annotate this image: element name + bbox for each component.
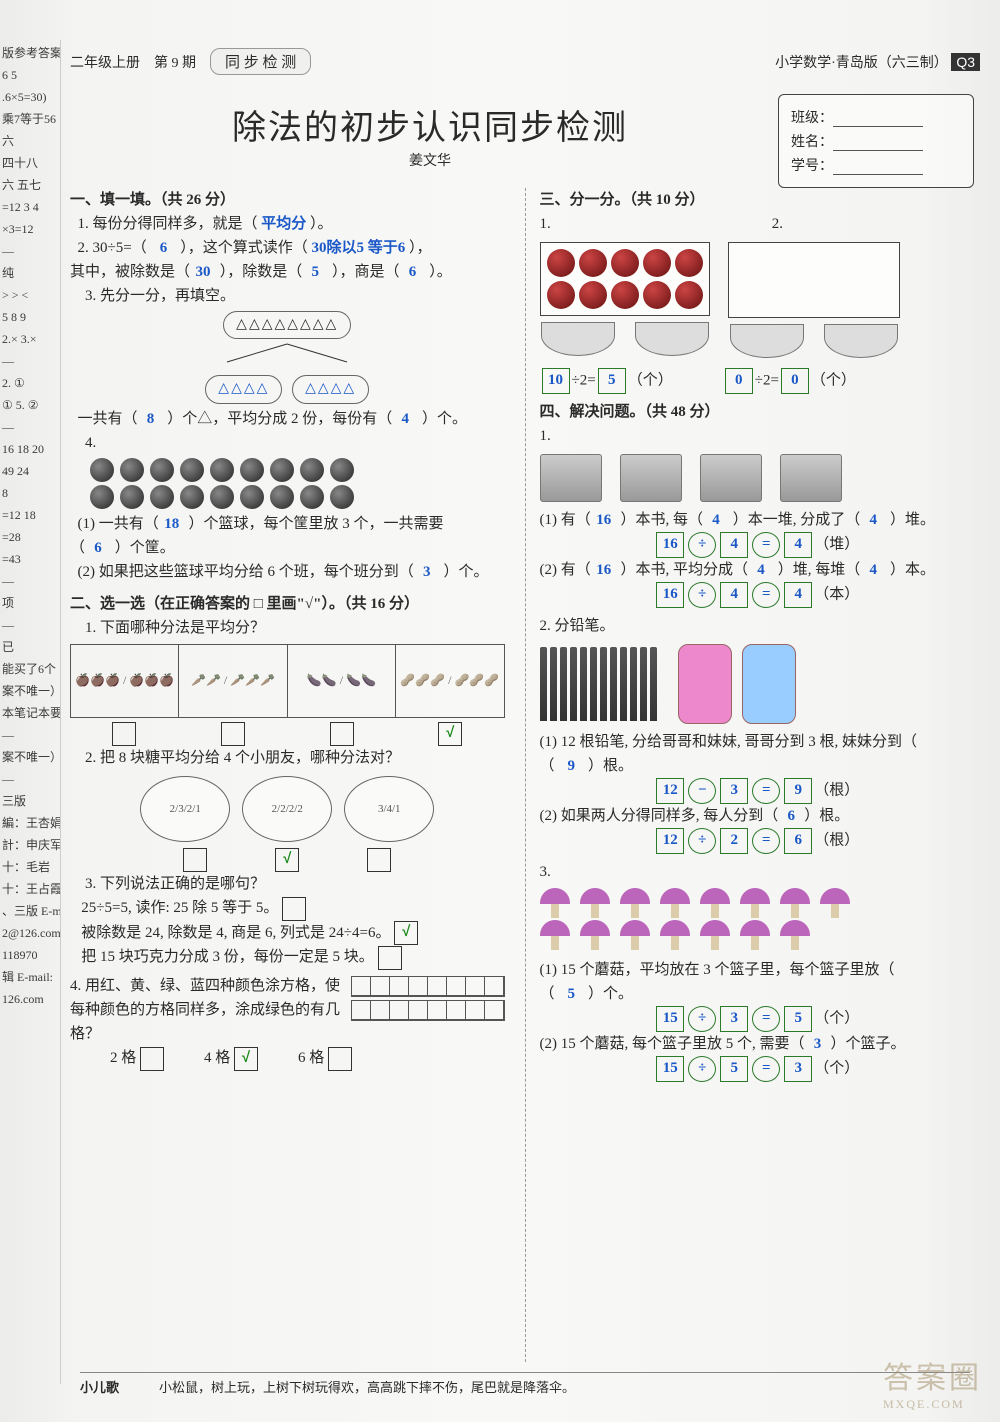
name-field: 姓名：	[791, 131, 961, 151]
q1-2-line2: 其中，被除数是（30 ），除数是（5 ），商是（6 ）。	[70, 260, 505, 284]
q2-4: 4. 用红、黄、绿、蓝四种颜色涂方格，使每种颜色的方格同样多，涂成绿色的有几格？	[70, 974, 505, 1046]
q1-3-fill: 一共有（8 ）个△，平均分成 2 份，每份有（4 ）个。	[70, 407, 505, 431]
column-divider	[525, 188, 526, 1362]
q2-3-opt1: 25÷5=5, 读作: 25 除 5 等于 5。	[70, 896, 505, 921]
watermark: 答案圈 MXQE.COM	[883, 1353, 982, 1412]
q1-4-1: (1) 一共有（18 ）个篮球，每个筐里放 3 个，一共需要 （6 ）个筐。	[70, 512, 505, 560]
s4-q1-1: (1) 有（16 ）本书, 每（4 ）本一堆, 分成了（4 ）堆。	[540, 508, 975, 532]
q2-4-checkrow: 2 格 4 格 √6 格	[70, 1046, 505, 1071]
s3-figures	[540, 242, 975, 358]
page-footer: 小儿歌 小松鼠，树上玩，上树下树玩得欢，高高跳下摔不伤，尾巴就是降落伞。	[80, 1372, 970, 1396]
worksheet-title: 除法的初步认识同步检测	[130, 100, 730, 149]
q2-1-options: 🍎🍎🍎 / 🍎🍎🍎🥕🥕 / 🥕🥕🥕🍆🍆 / 🍆🍆🥜🥜🥜 / 🥜🥜🥜	[70, 644, 505, 718]
doc-type-badge: 同 步 检 测	[210, 48, 311, 75]
class-field: 班级：	[791, 107, 961, 127]
grade-label: 二年级上册	[70, 52, 140, 72]
q1-4-label: 4.	[70, 431, 505, 455]
q1-1: 1. 每份分得同样多，就是（ 平均分 ）。	[70, 212, 505, 236]
s4-q2-2: (2) 如果两人分得同样多, 每人分到（6）根。	[540, 804, 975, 828]
page-header: 二年级上册 第 9 期 同 步 检 测 小学数学·青岛版（六三制） Q3	[70, 48, 980, 75]
worksheet-page: 版参考答案6 5.6×5=30)乘7等于56六四十八六 五七=12 3 4×3=…	[0, 0, 1000, 1422]
footer-rhyme: 小松鼠，树上玩，上树下树玩得欢，高高跳下摔不伤，尾巴就是降落伞。	[159, 1377, 575, 1396]
right-column: 三、分一分。（共 10 分） 1. 2.	[540, 188, 981, 1362]
section-3-heading: 三、分一分。（共 10 分）	[540, 188, 975, 212]
mushroom-grid	[540, 888, 975, 950]
id-field: 学号：	[791, 155, 961, 175]
footer-label: 小儿歌	[80, 1377, 119, 1396]
s3-eq2: 0÷2=0（个）	[723, 368, 856, 394]
q2-3-text: 3. 下列说法正确的是哪句？	[70, 872, 505, 896]
s4-q2-label: 2. 分铅笔。	[540, 614, 975, 638]
color-grid-icon	[351, 974, 505, 1022]
left-column: 一、填一填。（共 26 分） 1. 每份分得同样多，就是（ 平均分 ）。 2. …	[70, 188, 511, 1362]
q1-1-answer: 平均分	[261, 212, 306, 236]
student-info-box: 班级： 姓名： 学号：	[778, 94, 974, 188]
s4-q2-2-boxes: 12÷2=6（根）	[540, 828, 975, 854]
s4-q3-label: 3.	[540, 860, 975, 884]
triangle-diagram: △△△△△△△△ △△△△ △△△△	[70, 308, 505, 407]
page-code: Q3	[951, 53, 980, 71]
book-stacks	[540, 454, 975, 502]
s4-q3-1: (1) 15 个蘑菇，平均放在 3 个篮子里，每个篮子里放（（ 5 ）个。	[540, 958, 975, 1006]
author-name: 姜文华	[130, 150, 730, 170]
section-4-heading: 四、解决问题。（共 48 分）	[540, 400, 975, 424]
q2-3-opt2: 被除数是 24, 除数是 4, 商是 6, 列式是 24÷4=6。 √	[70, 921, 505, 946]
basketball-rows	[70, 458, 505, 509]
s4-q1-label: 1.	[540, 424, 975, 448]
s3-fig1	[540, 242, 710, 358]
q1-4-2: (2) 如果把这些篮球平均分给 6 个班，每个班分到（3 ）个。	[70, 560, 505, 584]
s4-q2-1-boxes: 12−3=9（根）	[540, 778, 975, 804]
s3-eq1: 10÷2=5（个）	[540, 368, 673, 394]
q2-1-checkrow: √	[70, 722, 505, 747]
q1-2: 2. 30÷5=（ 6 ），这个算式读作（ 30除以5 等于6 ），	[70, 236, 505, 260]
s4-q2-1: (1) 12 根铅笔, 分给哥哥和妹妹, 哥哥分到 3 根, 妹妹分到（（ 9 …	[540, 730, 975, 778]
s4-q3-1-boxes: 15÷3=5（个）	[540, 1006, 975, 1032]
answer-key-sidebar: 版参考答案6 5.6×5=30)乘7等于56六四十八六 五七=12 3 4×3=…	[0, 40, 61, 1384]
s3-equations: 10÷2=5（个） 0÷2=0（个）	[540, 368, 975, 394]
s4-q3-2: (2) 15 个蘑菇, 每个篮子里放 5 个, 需要（3）个篮子。	[540, 1032, 975, 1056]
s4-q1-2-boxes: 16÷4=4（本）	[540, 582, 975, 608]
pencils-figure	[540, 644, 975, 724]
s4-q3-2-boxes: 15÷5=3（个）	[540, 1056, 975, 1082]
content-area: 一、填一填。（共 26 分） 1. 每份分得同样多，就是（ 平均分 ）。 2. …	[70, 188, 980, 1362]
q2-2-plates: 2/3/2/12/2/2/23/4/1	[70, 776, 505, 842]
q2-2-text: 2. 把 8 块糖平均分给 4 个小朋友，哪种分法对？	[70, 746, 505, 770]
subject-label: 小学数学·青岛版（六三制） Q3	[775, 52, 980, 72]
q2-1-text: 1. 下面哪种分法是平均分？	[70, 616, 505, 640]
section-1-heading: 一、填一填。（共 26 分）	[70, 188, 505, 212]
issue-label: 第 9 期	[154, 52, 196, 72]
q1-3-text: 3. 先分一分，再填空。	[70, 284, 505, 308]
s4-q1-2: (2) 有（16 ）本书, 平均分成（4 ）堆, 每堆（4 ）本。	[540, 558, 975, 582]
s4-q1-1-boxes: 16÷4=4（堆）	[540, 532, 975, 558]
s3-fig2	[728, 242, 900, 358]
q2-3-opt3: 把 15 块巧克力分成 3 份，每份一定是 5 块。	[70, 945, 505, 970]
section-2-heading: 二、选一选（在正确答案的 □ 里画"√"）。（共 16 分）	[70, 592, 505, 616]
q2-2-checkrow: √	[70, 848, 505, 872]
s3-labels: 1. 2.	[540, 212, 975, 236]
